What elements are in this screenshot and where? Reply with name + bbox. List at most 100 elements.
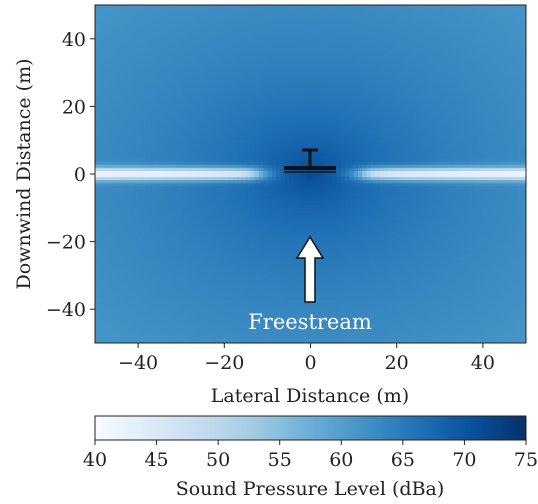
- heatmap-cell: [457, 26, 462, 31]
- heatmap-cell: [366, 57, 372, 61]
- heatmap-cell: [176, 91, 182, 95]
- heatmap-cell: [323, 60, 329, 64]
- heatmap-cell: [327, 106, 333, 111]
- heatmap-cell: [133, 124, 139, 129]
- heatmap-cell: [383, 140, 389, 144]
- heatmap-cell: [232, 78, 238, 83]
- heatmap-cell: [95, 100, 100, 104]
- heatmap-cell: [431, 81, 437, 86]
- heatmap-cell: [370, 84, 376, 89]
- heatmap-cell: [198, 78, 204, 83]
- heatmap-cell: [185, 51, 191, 55]
- heatmap-cell: [332, 35, 337, 40]
- heatmap-cell: [457, 112, 462, 117]
- heatmap-cell: [508, 35, 514, 40]
- heatmap-cell: [444, 94, 450, 98]
- heatmap-cell: [120, 84, 126, 89]
- heatmap-cell: [146, 121, 152, 126]
- heatmap-cell: [448, 149, 454, 154]
- heatmap-cell: [336, 69, 342, 74]
- heatmap-cell: [362, 130, 368, 135]
- heatmap-cell: [271, 81, 277, 86]
- heatmap-cell: [142, 72, 148, 77]
- heatmap-cell: [310, 69, 316, 74]
- heatmap-cell: [426, 60, 432, 64]
- heatmap-cell: [125, 8, 131, 12]
- heatmap-cell: [189, 14, 195, 18]
- heatmap-cell: [513, 97, 518, 101]
- heatmap-cell: [482, 66, 488, 71]
- heatmap-cell: [258, 63, 264, 68]
- heatmap-cell: [435, 84, 441, 89]
- heatmap-cell: [426, 140, 432, 144]
- heatmap-cell: [409, 8, 415, 12]
- heatmap-cell: [465, 63, 471, 68]
- heatmap-cell: [327, 35, 333, 40]
- heatmap-cell: [457, 115, 462, 120]
- heatmap-cell: [120, 72, 126, 77]
- heatmap-cell: [379, 8, 385, 12]
- heatmap-cell: [288, 66, 294, 71]
- heatmap-cell: [142, 87, 148, 92]
- heatmap-cell: [142, 91, 148, 95]
- heatmap-cell: [500, 35, 506, 40]
- heatmap-cell: [301, 44, 307, 49]
- heatmap-cell: [362, 26, 368, 31]
- heatmap-cell: [444, 57, 450, 61]
- heatmap-cell: [353, 17, 359, 21]
- heatmap-cell: [517, 84, 523, 89]
- heatmap-cell: [448, 121, 454, 126]
- heatmap-cell: [168, 8, 174, 12]
- heatmap-cell: [495, 81, 501, 86]
- heatmap-cell: [314, 143, 320, 147]
- heatmap-cell: [189, 78, 195, 83]
- heatmap-cell: [379, 20, 385, 25]
- heatmap-cell: [103, 112, 109, 117]
- heatmap-cell: [155, 124, 161, 129]
- heatmap-cell: [319, 66, 325, 71]
- heatmap-cell: [435, 124, 441, 129]
- heatmap-cell: [159, 87, 165, 92]
- heatmap-cell: [409, 69, 415, 74]
- heatmap-cell: [405, 48, 411, 52]
- heatmap-cell: [172, 66, 178, 71]
- heatmap-cell: [332, 140, 337, 144]
- heatmap-cell: [120, 63, 126, 68]
- heatmap-cell: [120, 23, 126, 28]
- heatmap-cell: [133, 87, 139, 92]
- heatmap-cell: [237, 66, 243, 71]
- heatmap-cell: [362, 60, 368, 64]
- heatmap-cell: [418, 84, 424, 89]
- heatmap-cell: [215, 140, 221, 144]
- heatmap-cell: [280, 87, 286, 92]
- heatmap-cell: [116, 137, 122, 141]
- heatmap-cell: [207, 35, 212, 40]
- heatmap-cell: [314, 35, 320, 40]
- heatmap-cell: [314, 118, 320, 123]
- heatmap-cell: [508, 112, 514, 117]
- heatmap-cell: [232, 112, 238, 117]
- heatmap-cell: [452, 41, 458, 46]
- heatmap-cell: [185, 112, 191, 117]
- heatmap-cell: [457, 17, 462, 21]
- heatmap-cell: [116, 17, 122, 21]
- heatmap-cell: [301, 124, 307, 129]
- heatmap-cell: [366, 112, 372, 117]
- heatmap-cell: [163, 38, 169, 43]
- heatmap-cell: [362, 106, 368, 111]
- heatmap-cell: [99, 14, 105, 18]
- heatmap-cell: [513, 130, 518, 135]
- heatmap-cell: [314, 44, 320, 49]
- heatmap-cell: [431, 44, 437, 49]
- heatmap-cell: [107, 14, 113, 18]
- heatmap-cell: [181, 60, 187, 64]
- heatmap-cell: [103, 121, 109, 126]
- heatmap-cell: [207, 63, 212, 68]
- heatmap-cell: [198, 84, 204, 89]
- heatmap-cell: [319, 63, 325, 68]
- heatmap-cell: [254, 146, 260, 151]
- heatmap-cell: [138, 11, 144, 15]
- heatmap-cell: [344, 91, 350, 95]
- heatmap-cell: [344, 63, 350, 68]
- heatmap-cell: [163, 35, 169, 40]
